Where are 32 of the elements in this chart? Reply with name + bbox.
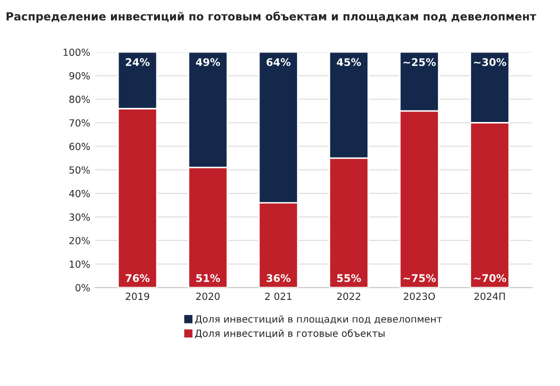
y-tick-label: 100% [64, 48, 90, 56]
data-label: 45% [336, 58, 361, 66]
x-tick-label: 2022 [337, 292, 360, 300]
y-tick-label: 10% [70, 260, 90, 268]
data-label: ~25% [404, 58, 436, 66]
y-tick-label: 20% [69, 236, 90, 244]
y-tick-label: 70% [70, 119, 90, 127]
x-tick-label: 2 021 [265, 292, 292, 300]
data-label: ~70% [474, 274, 506, 282]
data-label: 36% [266, 274, 291, 282]
x-tick-label: 2019 [126, 292, 150, 300]
y-tick-label: 80% [69, 96, 90, 104]
y-tick-label: 40% [69, 190, 90, 198]
data-label: ~30% [474, 58, 506, 66]
y-tick-label: 60% [69, 142, 90, 150]
data-label: 76% [126, 274, 150, 282]
y-tick-label: 30% [69, 213, 90, 221]
data-label: 51% [196, 274, 220, 282]
x-tick-label: 2023О [404, 292, 435, 300]
data-label: 55% [337, 274, 361, 282]
x-tick-label: 2024П [474, 292, 505, 300]
y-tick-label: 0% [76, 284, 90, 292]
data-label: 49% [196, 58, 220, 66]
data-label: 24% [126, 58, 150, 66]
legend-label: Доля инвестиций в готовые объекты [195, 329, 385, 338]
y-tick-label: 50% [69, 166, 90, 174]
data-label: 64% [266, 58, 291, 66]
chart-title: Распределение инвестиций по готовым объектам и площадкам под девелопмент [6, 12, 536, 23]
legend-label: Доля инвестиций в площадки под девелопмент [195, 315, 442, 324]
y-tick-label: 90% [69, 72, 90, 80]
data-label: ~75% [404, 274, 436, 282]
x-tick-label: 2020 [196, 292, 220, 300]
